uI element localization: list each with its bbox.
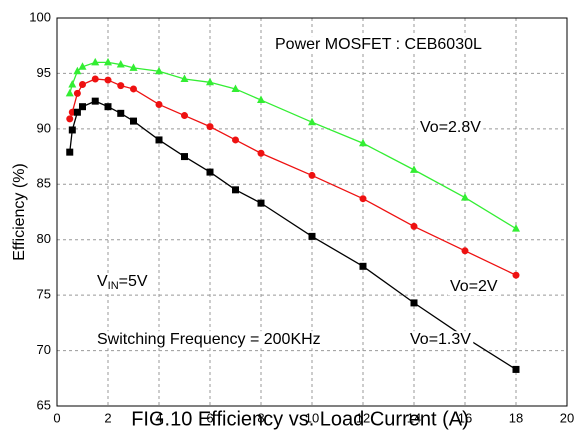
marker [181,112,188,120]
vin-label: VIN=5V [97,273,148,292]
annotation: Power MOSFET : CEB6030L [275,36,482,53]
marker [257,199,265,207]
vin-part: IN [108,280,119,292]
label-bg [95,273,150,292]
marker [155,66,163,75]
marker [410,222,418,230]
y-tick-label: 90 [37,120,51,135]
marker [73,89,81,97]
marker [359,262,367,270]
marker [231,84,240,92]
marker [104,76,112,84]
marker [68,126,76,134]
x-tick-label: 14 [407,410,421,425]
marker [257,95,265,104]
series-label: Vo=1.3V [410,331,471,348]
marker [181,153,188,161]
marker [512,224,520,232]
marker [512,271,520,279]
series-line [69,61,517,230]
marker [512,365,520,373]
series-line [69,100,517,370]
marker [308,171,316,179]
y-tick-label: 80 [37,231,51,246]
x-tick-label: 20 [560,410,574,425]
marker [308,232,316,240]
marker [130,117,137,125]
marker [155,100,163,108]
marker [155,136,163,144]
marker [257,149,265,157]
marker [180,74,189,82]
y-tick-label: 100 [29,9,51,24]
x-tick-label: 2 [104,410,111,425]
marker [68,80,77,88]
plot-frame [56,17,568,407]
vin-part: V [97,273,108,290]
marker [78,62,87,70]
y-tick-label: 65 [37,397,51,412]
label-bg [408,331,474,349]
marker [410,165,418,173]
marker [461,193,469,201]
marker [73,66,82,75]
marker [104,103,112,111]
marker [73,108,81,116]
marker [91,97,99,105]
marker [91,57,100,66]
x-tick-label: 4 [155,410,162,425]
label-bg [418,119,484,137]
marker [79,81,86,89]
y-tick-label: 75 [37,287,51,302]
x-tick-label: 0 [53,410,60,425]
label-bg [95,331,323,349]
marker [117,82,125,90]
marker [308,117,316,126]
marker [206,77,214,86]
x-tick-label: 12 [356,410,370,425]
series-label: Vo=2.8V [420,119,481,136]
x-tick-label: 8 [257,410,264,425]
marker [65,88,74,97]
marker [359,138,367,147]
y-tick-label: 85 [37,176,51,191]
marker [117,109,125,117]
marker [104,57,112,66]
marker [461,247,469,255]
y-axis-label: Efficiency (%) [11,163,28,261]
x-tick-label: 16 [458,410,472,425]
label-bg [448,278,500,296]
x-tick-label: 18 [509,410,523,425]
marker [79,103,86,111]
chart-title: FIG.10 Efficiency vs. Load Current (A) [131,408,469,430]
vin-part: =5V [119,273,148,290]
marker [129,63,138,71]
marker [232,136,239,144]
marker [232,186,239,194]
label-bg [273,36,484,54]
marker [206,168,214,176]
marker [206,123,214,131]
marker [116,60,125,68]
marker [66,115,74,123]
marker [91,75,99,83]
series-line [69,78,517,276]
marker [359,195,367,203]
x-tick-label: 10 [305,410,319,425]
series-label: Vo=2V [450,278,498,295]
marker [410,299,418,307]
annotation: Switching Frequency = 200KHz [97,331,321,348]
y-tick-label: 70 [37,342,51,357]
x-tick-label: 6 [206,410,213,425]
marker [66,148,74,156]
marker [130,85,137,93]
y-tick-label: 95 [37,65,51,80]
